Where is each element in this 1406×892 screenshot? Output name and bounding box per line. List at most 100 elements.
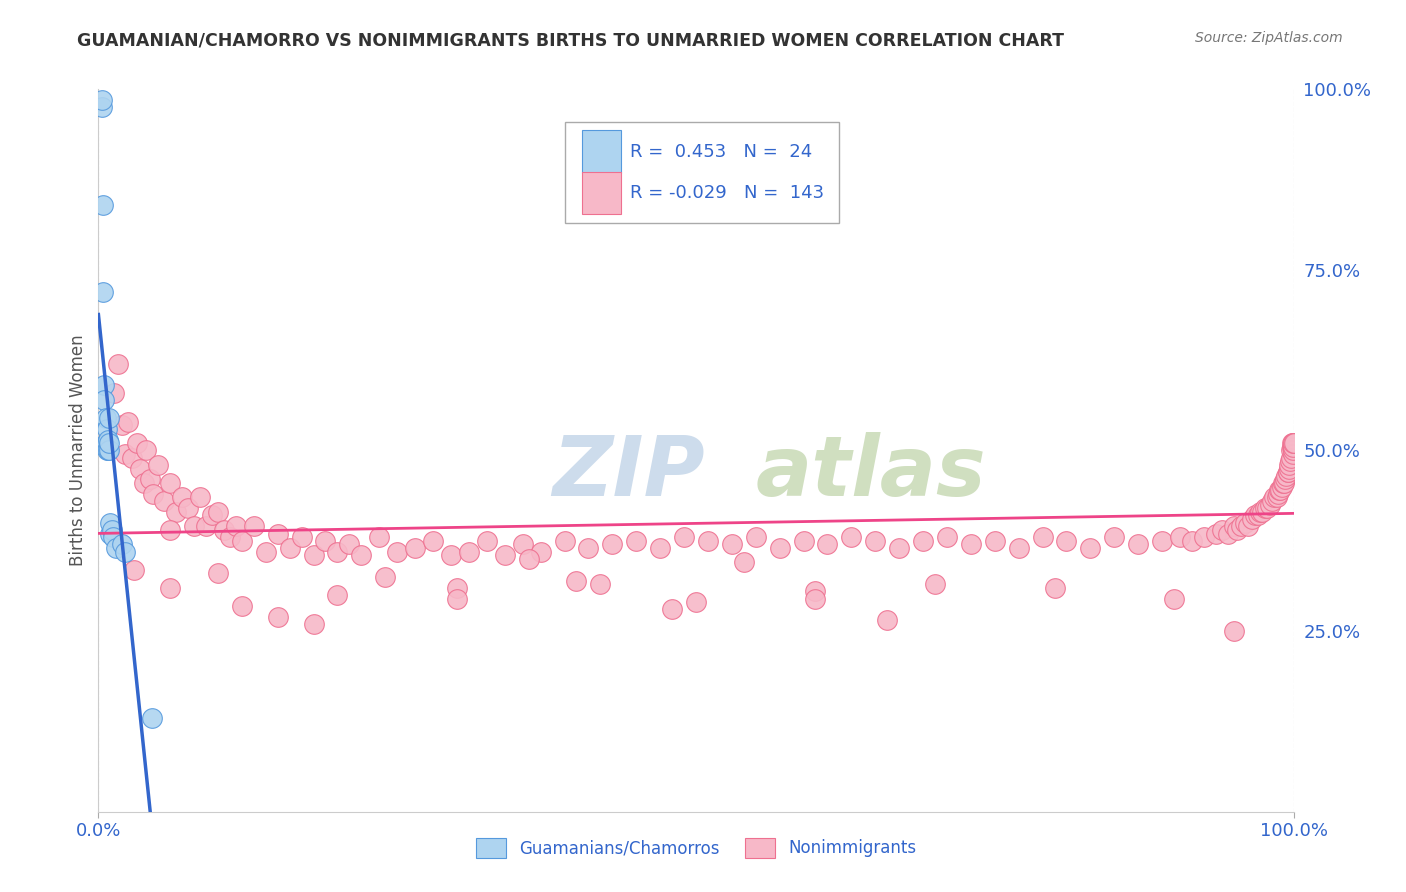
Point bbox=[1152, 533, 1174, 548]
Point bbox=[1233, 516, 1256, 530]
Point bbox=[117, 415, 139, 429]
Point bbox=[530, 544, 553, 558]
Point bbox=[804, 584, 827, 599]
Point bbox=[172, 491, 194, 505]
Point bbox=[91, 285, 114, 299]
Point bbox=[911, 533, 934, 548]
Point bbox=[1282, 436, 1305, 450]
Point bbox=[1281, 440, 1303, 454]
Point bbox=[494, 548, 516, 562]
Point bbox=[385, 544, 409, 558]
Point bbox=[368, 530, 391, 544]
Point bbox=[121, 450, 143, 465]
Point bbox=[1226, 523, 1249, 537]
Point bbox=[93, 378, 115, 392]
Point bbox=[733, 556, 755, 570]
Point bbox=[326, 544, 349, 558]
Point bbox=[1275, 468, 1298, 483]
Point bbox=[243, 519, 266, 533]
Point bbox=[1258, 498, 1281, 512]
Point bbox=[159, 523, 181, 537]
Point bbox=[219, 530, 242, 544]
Point bbox=[139, 472, 162, 486]
Point bbox=[404, 541, 426, 555]
Point bbox=[94, 411, 117, 425]
Point bbox=[254, 544, 277, 558]
Point bbox=[195, 519, 218, 533]
Point bbox=[793, 533, 815, 548]
Point bbox=[1237, 519, 1260, 533]
Point bbox=[1278, 458, 1301, 472]
Point bbox=[165, 505, 187, 519]
FancyBboxPatch shape bbox=[582, 130, 620, 173]
Point bbox=[1267, 487, 1289, 501]
Point bbox=[153, 494, 176, 508]
Point bbox=[159, 475, 181, 490]
Point bbox=[291, 530, 314, 544]
Legend: Guamanians/Chamorros, Nonimmigrants: Guamanians/Chamorros, Nonimmigrants bbox=[470, 831, 922, 865]
Text: ZIP: ZIP bbox=[553, 432, 706, 513]
Point bbox=[124, 563, 146, 577]
Point bbox=[1271, 475, 1294, 490]
Point bbox=[517, 551, 540, 566]
Point bbox=[1278, 454, 1301, 468]
Point bbox=[91, 198, 114, 212]
Point bbox=[1278, 461, 1301, 475]
Point bbox=[97, 443, 120, 458]
Text: R =  0.453   N =  24: R = 0.453 N = 24 bbox=[630, 143, 813, 161]
FancyBboxPatch shape bbox=[565, 121, 839, 223]
Point bbox=[768, 541, 790, 555]
Point bbox=[1271, 480, 1294, 494]
Point bbox=[1244, 508, 1267, 523]
Point bbox=[721, 537, 744, 551]
Point bbox=[339, 537, 361, 551]
Point bbox=[1104, 530, 1126, 544]
Point bbox=[924, 577, 946, 591]
Point bbox=[183, 519, 205, 533]
Point bbox=[225, 519, 247, 533]
Point bbox=[565, 574, 588, 588]
Point bbox=[207, 505, 229, 519]
Point bbox=[94, 436, 117, 450]
Point bbox=[661, 602, 683, 616]
Point bbox=[350, 548, 373, 562]
Point bbox=[212, 523, 235, 537]
Point bbox=[1008, 541, 1031, 555]
Point bbox=[889, 541, 911, 555]
Point bbox=[98, 443, 121, 458]
Point bbox=[188, 491, 211, 505]
Point bbox=[1282, 440, 1305, 454]
Point bbox=[1080, 541, 1102, 555]
Point bbox=[278, 541, 301, 555]
Point bbox=[446, 581, 468, 595]
Point bbox=[1230, 519, 1253, 533]
Point bbox=[98, 411, 121, 425]
Point bbox=[1216, 526, 1239, 541]
Point bbox=[93, 392, 115, 407]
Point bbox=[111, 537, 134, 551]
Point bbox=[326, 588, 349, 602]
Text: R = -0.029   N =  143: R = -0.029 N = 143 bbox=[630, 184, 824, 202]
Point bbox=[91, 93, 114, 107]
Point bbox=[1205, 526, 1227, 541]
Point bbox=[1249, 505, 1271, 519]
Point bbox=[91, 100, 114, 114]
Point bbox=[1274, 472, 1296, 486]
Point bbox=[1282, 447, 1305, 461]
Point bbox=[98, 516, 122, 530]
Point bbox=[1056, 533, 1078, 548]
Point bbox=[512, 537, 534, 551]
Point bbox=[1279, 450, 1302, 465]
Point bbox=[1263, 491, 1285, 505]
Point bbox=[97, 433, 120, 447]
FancyBboxPatch shape bbox=[582, 171, 620, 214]
Point bbox=[1272, 475, 1295, 490]
Point bbox=[96, 436, 118, 450]
Point bbox=[207, 566, 229, 581]
Point bbox=[804, 591, 827, 606]
Point bbox=[1211, 523, 1233, 537]
Point bbox=[1192, 530, 1215, 544]
Point bbox=[148, 458, 170, 472]
Point bbox=[1270, 483, 1292, 498]
Point bbox=[96, 422, 118, 436]
